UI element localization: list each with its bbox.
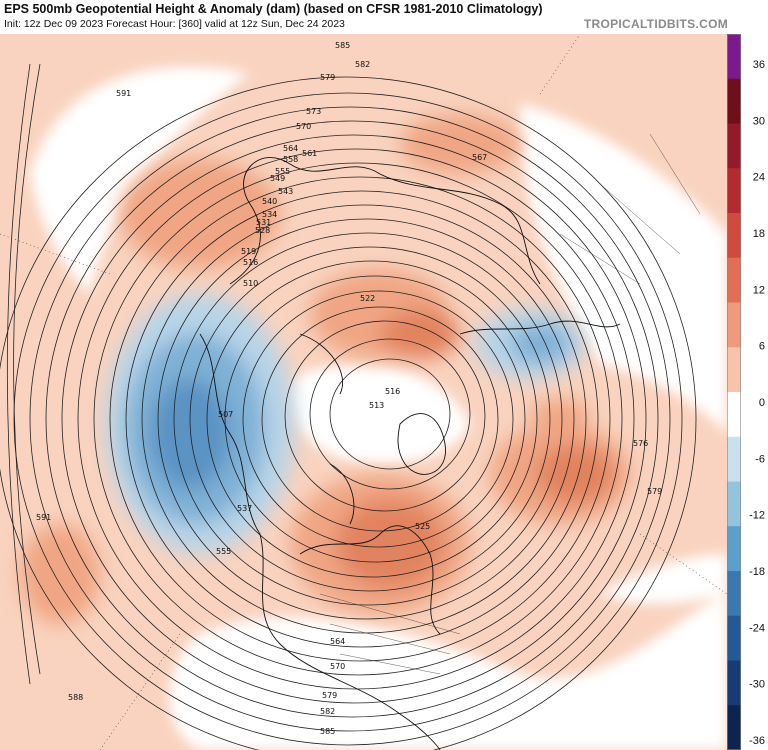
contour-label: 570 <box>330 662 345 671</box>
colorbar-tick-label: -36 <box>749 735 765 747</box>
contour-label: 516 <box>385 387 400 396</box>
colorbar-swatch <box>727 660 741 706</box>
colorbar-tick-label: -6 <box>755 453 765 465</box>
colorbar-tick-label: 18 <box>753 228 765 240</box>
colorbar-tick-label: 30 <box>753 115 765 127</box>
contour-label: 591 <box>116 89 131 98</box>
contour-label: 516 <box>243 258 258 267</box>
contour-label: 570 <box>296 122 311 131</box>
colorbar-swatch <box>727 168 741 214</box>
colorbar-swatch <box>727 257 741 303</box>
colorbar-tick-label: -12 <box>749 510 765 522</box>
colorbar-swatch <box>727 34 741 80</box>
colorbar-swatch <box>727 705 741 750</box>
contour-label: 582 <box>355 60 370 69</box>
colorbar-swatch <box>727 526 741 572</box>
contour-label: 528 <box>255 226 270 235</box>
neutral-anomaly-regions <box>30 67 727 750</box>
contour-label: 561 <box>302 149 317 158</box>
contour-label: 564 <box>330 637 345 646</box>
contour-label: 573 <box>306 107 321 116</box>
contour-label: 555 <box>216 547 231 556</box>
contour-label: 558 <box>283 155 298 164</box>
contour-label: 510 <box>243 279 258 288</box>
colorbar-swatches <box>727 34 741 750</box>
contour-label: 540 <box>262 197 277 206</box>
height-contours <box>0 63 697 750</box>
colorbar-swatch <box>727 392 741 438</box>
contour-label: 579 <box>322 691 337 700</box>
contour-label: 537 <box>237 504 252 513</box>
brand-watermark: TROPICALTIDBITS.COM <box>583 17 728 31</box>
colorbar: 36 30 24 18 12 6 0 -6 -12 -18 -24 -30 -36 <box>727 34 765 750</box>
contour-labels: 585 582 579 576 573 570 567 564 561 558 … <box>36 41 662 736</box>
political-borders <box>319 133 701 675</box>
contour-label: 585 <box>335 41 350 50</box>
contour-label: 531 <box>256 218 271 227</box>
contour-label: 579 <box>647 487 662 496</box>
contour-label: 525 <box>415 522 430 531</box>
colorbar-tick-label: -24 <box>749 622 765 634</box>
header-bar: EPS 500mb Geopotential Height & Anomaly … <box>0 0 768 34</box>
coastlines <box>199 157 621 750</box>
contour-label: 576 <box>633 439 648 448</box>
colorbar-swatch <box>727 436 741 482</box>
colorbar-swatch <box>727 213 741 259</box>
contour-label: 549 <box>270 174 285 183</box>
colorbar-swatch <box>727 571 741 617</box>
contour-label: 519 <box>241 247 256 256</box>
chart-subtitle: Init: 12z Dec 09 2023 Forecast Hour: [36… <box>4 18 345 30</box>
contour-label: 534 <box>262 210 277 219</box>
chart-title: EPS 500mb Geopotential Height & Anomaly … <box>4 2 543 16</box>
colorbar-tick-label: -30 <box>749 679 765 691</box>
contour-label: 567 <box>472 153 487 162</box>
contour-label: 579 <box>320 73 335 82</box>
colorbar-swatch <box>727 123 741 169</box>
contour-label: 588 <box>68 693 83 702</box>
contour-label: 585 <box>320 727 335 736</box>
colorbar-tick-label: 6 <box>759 341 765 353</box>
contour-label: 507 <box>218 410 233 419</box>
contour-label: 522 <box>360 294 375 303</box>
contour-label: 591 <box>36 513 51 522</box>
colorbar-tick-label: 0 <box>759 397 765 409</box>
contour-label: 582 <box>320 707 335 716</box>
colorbar-labels: 36 30 24 18 12 6 0 -6 -12 -18 -24 -30 -36 <box>749 59 765 747</box>
colorbar-tick-label: 12 <box>753 284 765 296</box>
contour-label: 564 <box>283 144 298 153</box>
colorbar-swatch <box>727 481 741 527</box>
contour-label: 555 <box>275 167 290 176</box>
anomaly-map: 585 582 579 576 573 570 567 564 561 558 … <box>0 34 727 750</box>
colorbar-swatch <box>727 78 741 124</box>
positive-anomaly-cores <box>20 114 630 624</box>
colorbar-swatch <box>727 615 741 661</box>
contour-label: 513 <box>369 401 384 410</box>
colorbar-tick-label: 24 <box>753 172 765 184</box>
graticule <box>0 34 727 750</box>
contour-label: 543 <box>278 187 293 196</box>
colorbar-tick-label: -18 <box>749 566 765 578</box>
colorbar-tick-label: 36 <box>753 59 765 71</box>
colorbar-swatch <box>727 302 741 348</box>
colorbar-swatch <box>727 347 741 393</box>
